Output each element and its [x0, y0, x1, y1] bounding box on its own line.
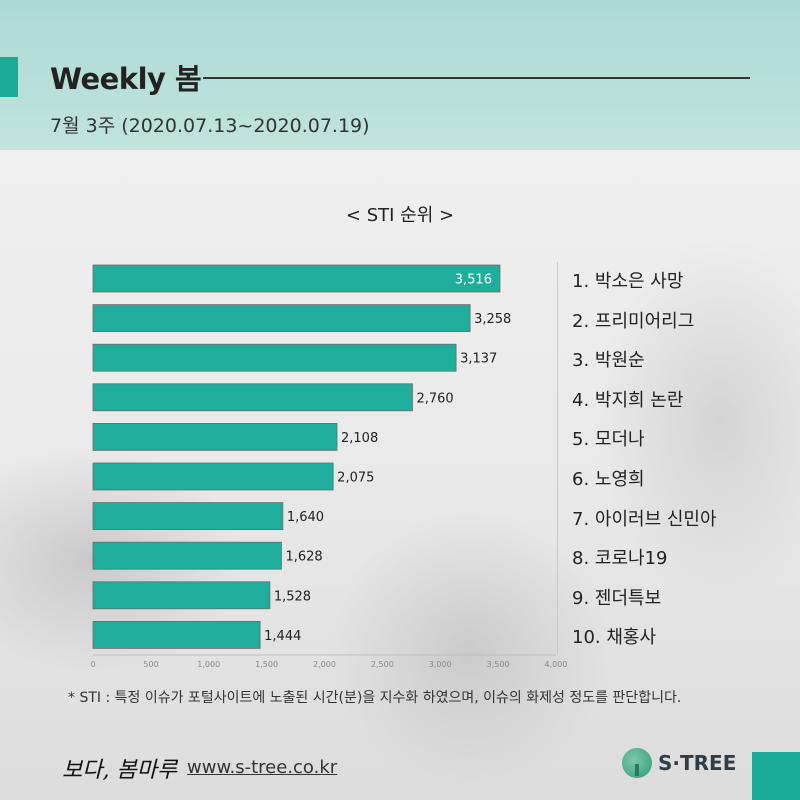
ranking-item: 4. 박지희 논란: [572, 389, 684, 411]
ranking-item: 10. 채홍사: [572, 627, 657, 649]
bar-value-label: 3,516: [455, 273, 492, 288]
tree-icon: [622, 748, 652, 778]
title-rule: [203, 77, 750, 79]
ranking-item: 5. 모더나: [572, 429, 645, 451]
x-tick-label: 2,000: [313, 660, 336, 669]
footnote: * STI : 특정 이슈가 포털사이트에 노출된 시간(분)을 지수화 하였으…: [68, 690, 682, 706]
brand-name: S·TREE: [658, 751, 737, 775]
page-subtitle: 7월 3주 (2020.07.13~2020.07.19): [50, 115, 370, 137]
corner-accent: [752, 752, 800, 800]
ranking-item: 9. 젠더특보: [572, 587, 662, 609]
x-tick-label: 500: [143, 660, 158, 669]
ranking-item: 2. 프리미어리그: [572, 310, 695, 332]
bar: [92, 264, 501, 293]
x-tick-label: 3,000: [429, 660, 452, 669]
bar: [92, 581, 271, 610]
x-tick-label: 1,500: [255, 660, 278, 669]
x-tick-label: 2,500: [371, 660, 394, 669]
x-tick-label: 3,500: [487, 660, 510, 669]
bar: [92, 621, 261, 649]
bar-value-label: 1,640: [287, 510, 324, 525]
bar-value-label: 2,760: [416, 391, 453, 406]
bar-value-label: 1,444: [264, 629, 301, 644]
ranking-item: 8. 코로나19: [572, 548, 668, 570]
header-band: [0, 0, 800, 150]
ranking-item: 3. 박원순: [572, 350, 645, 372]
x-tick-label: 4,000: [545, 660, 568, 669]
bar: [92, 462, 334, 491]
bar-value-label: 3,258: [474, 312, 511, 327]
website-link[interactable]: www.s-tree.co.kr: [187, 757, 338, 778]
bar: [92, 343, 457, 372]
bar: [92, 383, 413, 412]
page-title: Weekly 봄: [50, 62, 202, 96]
bar-value-label: 1,628: [285, 550, 322, 565]
ranking-item: 6. 노영희: [572, 468, 645, 490]
bar: [92, 422, 338, 451]
header-accent-bar: [0, 57, 18, 97]
signature-logo: 보다, 봄마루: [62, 758, 178, 783]
x-tick-label: 0: [90, 660, 95, 669]
chart-title: < STI 순위 >: [345, 205, 455, 226]
x-tick-label: 1,000: [197, 660, 220, 669]
ranking-list: 1. 박소은 사망 2. 프리미어리그 3. 박원순 4. 박지희 논란 5. …: [572, 262, 772, 658]
bar-value-label: 3,137: [460, 352, 497, 367]
bar-value-label: 2,108: [341, 431, 378, 446]
bar-value-label: 1,528: [274, 589, 311, 604]
bar: [92, 541, 282, 570]
bar: [92, 304, 471, 333]
bar-value-label: 2,075: [337, 471, 374, 486]
ranking-item: 7. 아이러브 신민아: [572, 508, 717, 530]
bar: [92, 502, 284, 531]
brand-logo: S·TREE: [622, 748, 736, 778]
ranking-divider: [557, 262, 558, 654]
ranking-item: 1. 박소은 사망: [572, 271, 684, 292]
